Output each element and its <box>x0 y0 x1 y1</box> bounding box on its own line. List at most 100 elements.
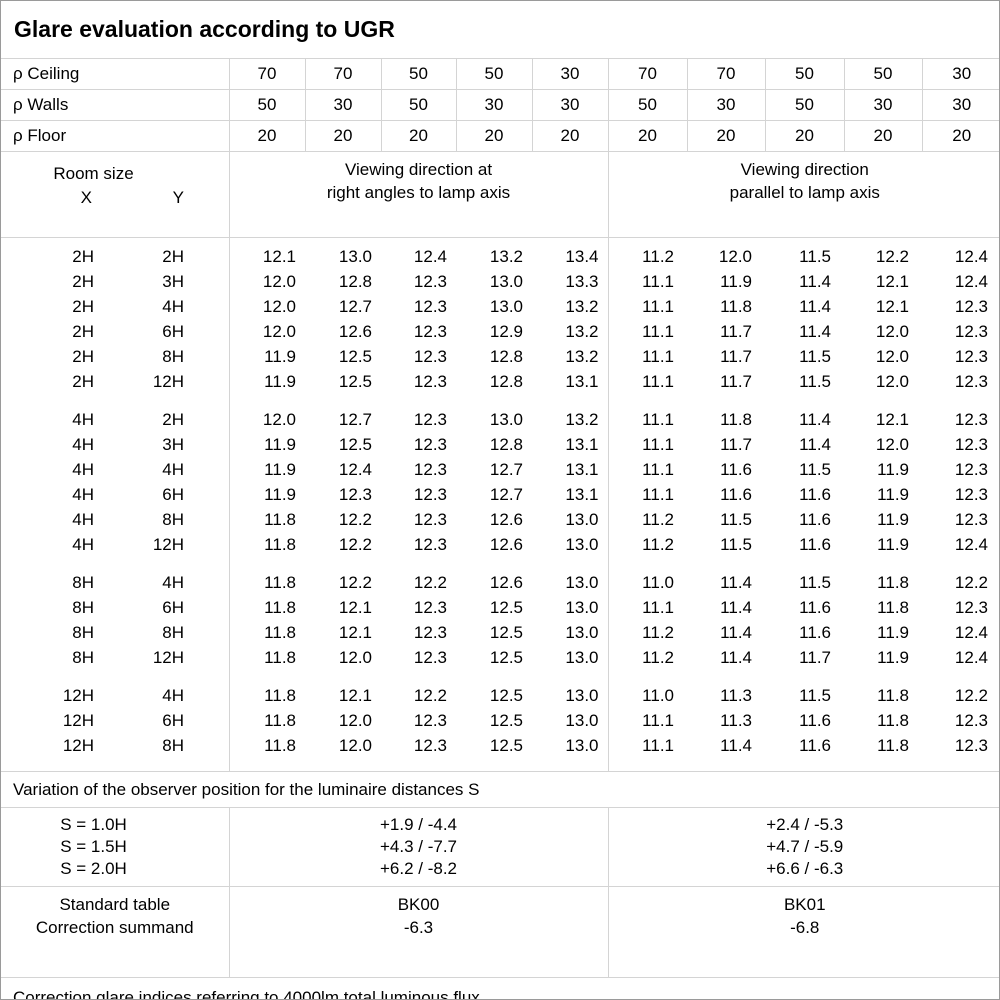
ugr-value: 11.5 <box>720 535 752 554</box>
summary-labels: Standard table Correction summand <box>1 886 229 978</box>
ugr-value: 12.3 <box>413 711 447 730</box>
room-size-x: 12H <box>62 711 94 730</box>
summary-row: Standard table Correction summand BK00 -… <box>1 886 999 978</box>
reflectance-floor-label: ρ Floor <box>1 120 229 152</box>
room-size-y: 6H <box>162 711 184 730</box>
ugr-table-row: 8H 6H 11.8 12.1 12.3 12.5 13.0 11.1 11.4… <box>1 595 999 620</box>
ugr-value: 13.4 <box>565 247 599 266</box>
room-size-y: 4H <box>162 573 184 592</box>
room-size-x: 8H <box>72 623 94 642</box>
ugr-value: 11.9 <box>228 344 305 369</box>
reflectance-walls-label: ρ Walls <box>1 89 229 121</box>
ugr-value: 12.3 <box>413 347 447 366</box>
ugr-value: 12.2 <box>413 686 447 705</box>
ugr-value: 12.6 <box>338 322 372 341</box>
ugr-value: 12.4 <box>954 648 988 667</box>
ugr-value: 12.3 <box>954 435 988 454</box>
reflectance-value: 20 <box>304 120 381 152</box>
ugr-value: 11.9 <box>228 432 305 457</box>
reflectance-value: 70 <box>607 58 687 90</box>
ugr-value: 11.6 <box>799 535 831 554</box>
ugr-value: 12.7 <box>338 410 372 429</box>
ugr-value: 11.8 <box>720 410 752 429</box>
room-size-label: Room size <box>53 164 134 183</box>
ugr-value: 12.1 <box>875 410 909 429</box>
ugr-value: 12.3 <box>413 372 447 391</box>
ugr-value: 12.3 <box>413 485 447 504</box>
ugr-table-row: 4H 2H 12.0 12.7 12.3 13.0 13.2 11.1 11.8… <box>1 407 999 432</box>
ugr-value: 11.6 <box>799 598 831 617</box>
s-variation-value: +1.9 / -4.4 <box>379 815 458 834</box>
ugr-value: 13.1 <box>565 372 599 391</box>
ugr-value: 13.0 <box>565 648 599 667</box>
block-gap <box>1 557 999 570</box>
ugr-value: 12.0 <box>875 435 909 454</box>
ugr-value: 12.5 <box>489 623 523 642</box>
ugr-value: 12.4 <box>413 247 447 266</box>
ugr-value: 11.1 <box>607 269 687 294</box>
ugr-table-row: 12H 4H 11.8 12.1 12.2 12.5 13.0 11.0 11.… <box>1 683 999 708</box>
ugr-value: 12.4 <box>954 247 988 266</box>
ugr-table-row: 4H 3H 11.9 12.5 12.3 12.8 13.1 11.1 11.7… <box>1 432 999 457</box>
ugr-value: 11.9 <box>877 460 909 479</box>
reflectance-value: 20 <box>843 120 922 152</box>
ugr-table-row: 4H 12H 11.8 12.2 12.3 12.6 13.0 11.2 11.… <box>1 532 999 557</box>
ugr-value: 11.8 <box>228 708 305 733</box>
ugr-value: 11.8 <box>877 736 909 755</box>
ugr-table-row: 2H 2H 12.1 13.0 12.4 13.2 13.4 11.2 12.0… <box>1 244 999 269</box>
s-label: S = 2.0H <box>60 859 127 878</box>
ugr-value: 12.7 <box>338 297 372 316</box>
x-column-label: X <box>80 188 92 207</box>
ugr-value: 12.3 <box>413 736 447 755</box>
ugr-value: 12.1 <box>228 244 305 269</box>
ugr-value: 12.5 <box>489 686 523 705</box>
standard-table-value: BK01 <box>783 895 826 914</box>
reflectance-value: 20 <box>921 120 999 152</box>
room-size-x: 8H <box>72 573 94 592</box>
ugr-value: 13.3 <box>565 272 599 291</box>
ugr-table-row: 4H 6H 11.9 12.3 12.3 12.7 13.1 11.1 11.6… <box>1 482 999 507</box>
ugr-table-row: 2H 4H 12.0 12.7 12.3 13.0 13.2 11.1 11.8… <box>1 294 999 319</box>
ugr-value: 12.3 <box>338 485 372 504</box>
reflectance-value: 30 <box>921 89 999 121</box>
ugr-value: 11.8 <box>228 570 305 595</box>
ugr-value: 12.3 <box>413 648 447 667</box>
reflectance-value: 50 <box>764 58 844 90</box>
ugr-value: 12.0 <box>875 322 909 341</box>
room-size-x: 12H <box>62 686 94 705</box>
ugr-value: 12.0 <box>718 247 752 266</box>
ugr-value: 13.1 <box>565 485 599 504</box>
ugr-value: 11.1 <box>607 432 687 457</box>
ugr-value: 11.9 <box>228 369 305 394</box>
footer-note-row: Correction glare indices referring to 40… <box>1 977 999 999</box>
ugr-value: 12.5 <box>338 372 372 391</box>
ugr-value: 11.1 <box>607 457 687 482</box>
ugr-value: 12.3 <box>413 297 447 316</box>
room-size-x: 2H <box>72 272 94 291</box>
room-size-y: 8H <box>162 736 184 755</box>
ugr-value: 13.0 <box>565 598 599 617</box>
reflectance-value: 30 <box>531 58 608 90</box>
reflectance-value: 50 <box>380 89 456 121</box>
room-size-x: 8H <box>72 648 94 667</box>
block-gap <box>1 394 999 407</box>
ugr-value: 12.2 <box>954 686 988 705</box>
ugr-value: 12.3 <box>413 460 447 479</box>
ugr-value: 11.6 <box>799 736 831 755</box>
viewing-direction-perpendicular-header: Viewing direction at right angles to lam… <box>228 151 608 238</box>
room-size-y: 2H <box>162 247 184 266</box>
ugr-value: 11.5 <box>799 686 831 705</box>
room-size-x: 2H <box>72 372 94 391</box>
ugr-value: 12.6 <box>489 573 523 592</box>
ugr-value: 12.2 <box>338 573 372 592</box>
ugr-value: 11.3 <box>720 711 752 730</box>
room-size-y: 8H <box>162 347 184 366</box>
viewing-direction-parallel-header: Viewing direction parallel to lamp axis <box>607 151 999 238</box>
ugr-value: 11.9 <box>877 485 909 504</box>
ugr-value: 11.4 <box>720 648 752 667</box>
ugr-table-row: 4H 8H 11.8 12.2 12.3 12.6 13.0 11.2 11.5… <box>1 507 999 532</box>
ugr-value: 11.9 <box>228 457 305 482</box>
reflectance-value: 70 <box>304 58 381 90</box>
room-size-y: 3H <box>162 272 184 291</box>
